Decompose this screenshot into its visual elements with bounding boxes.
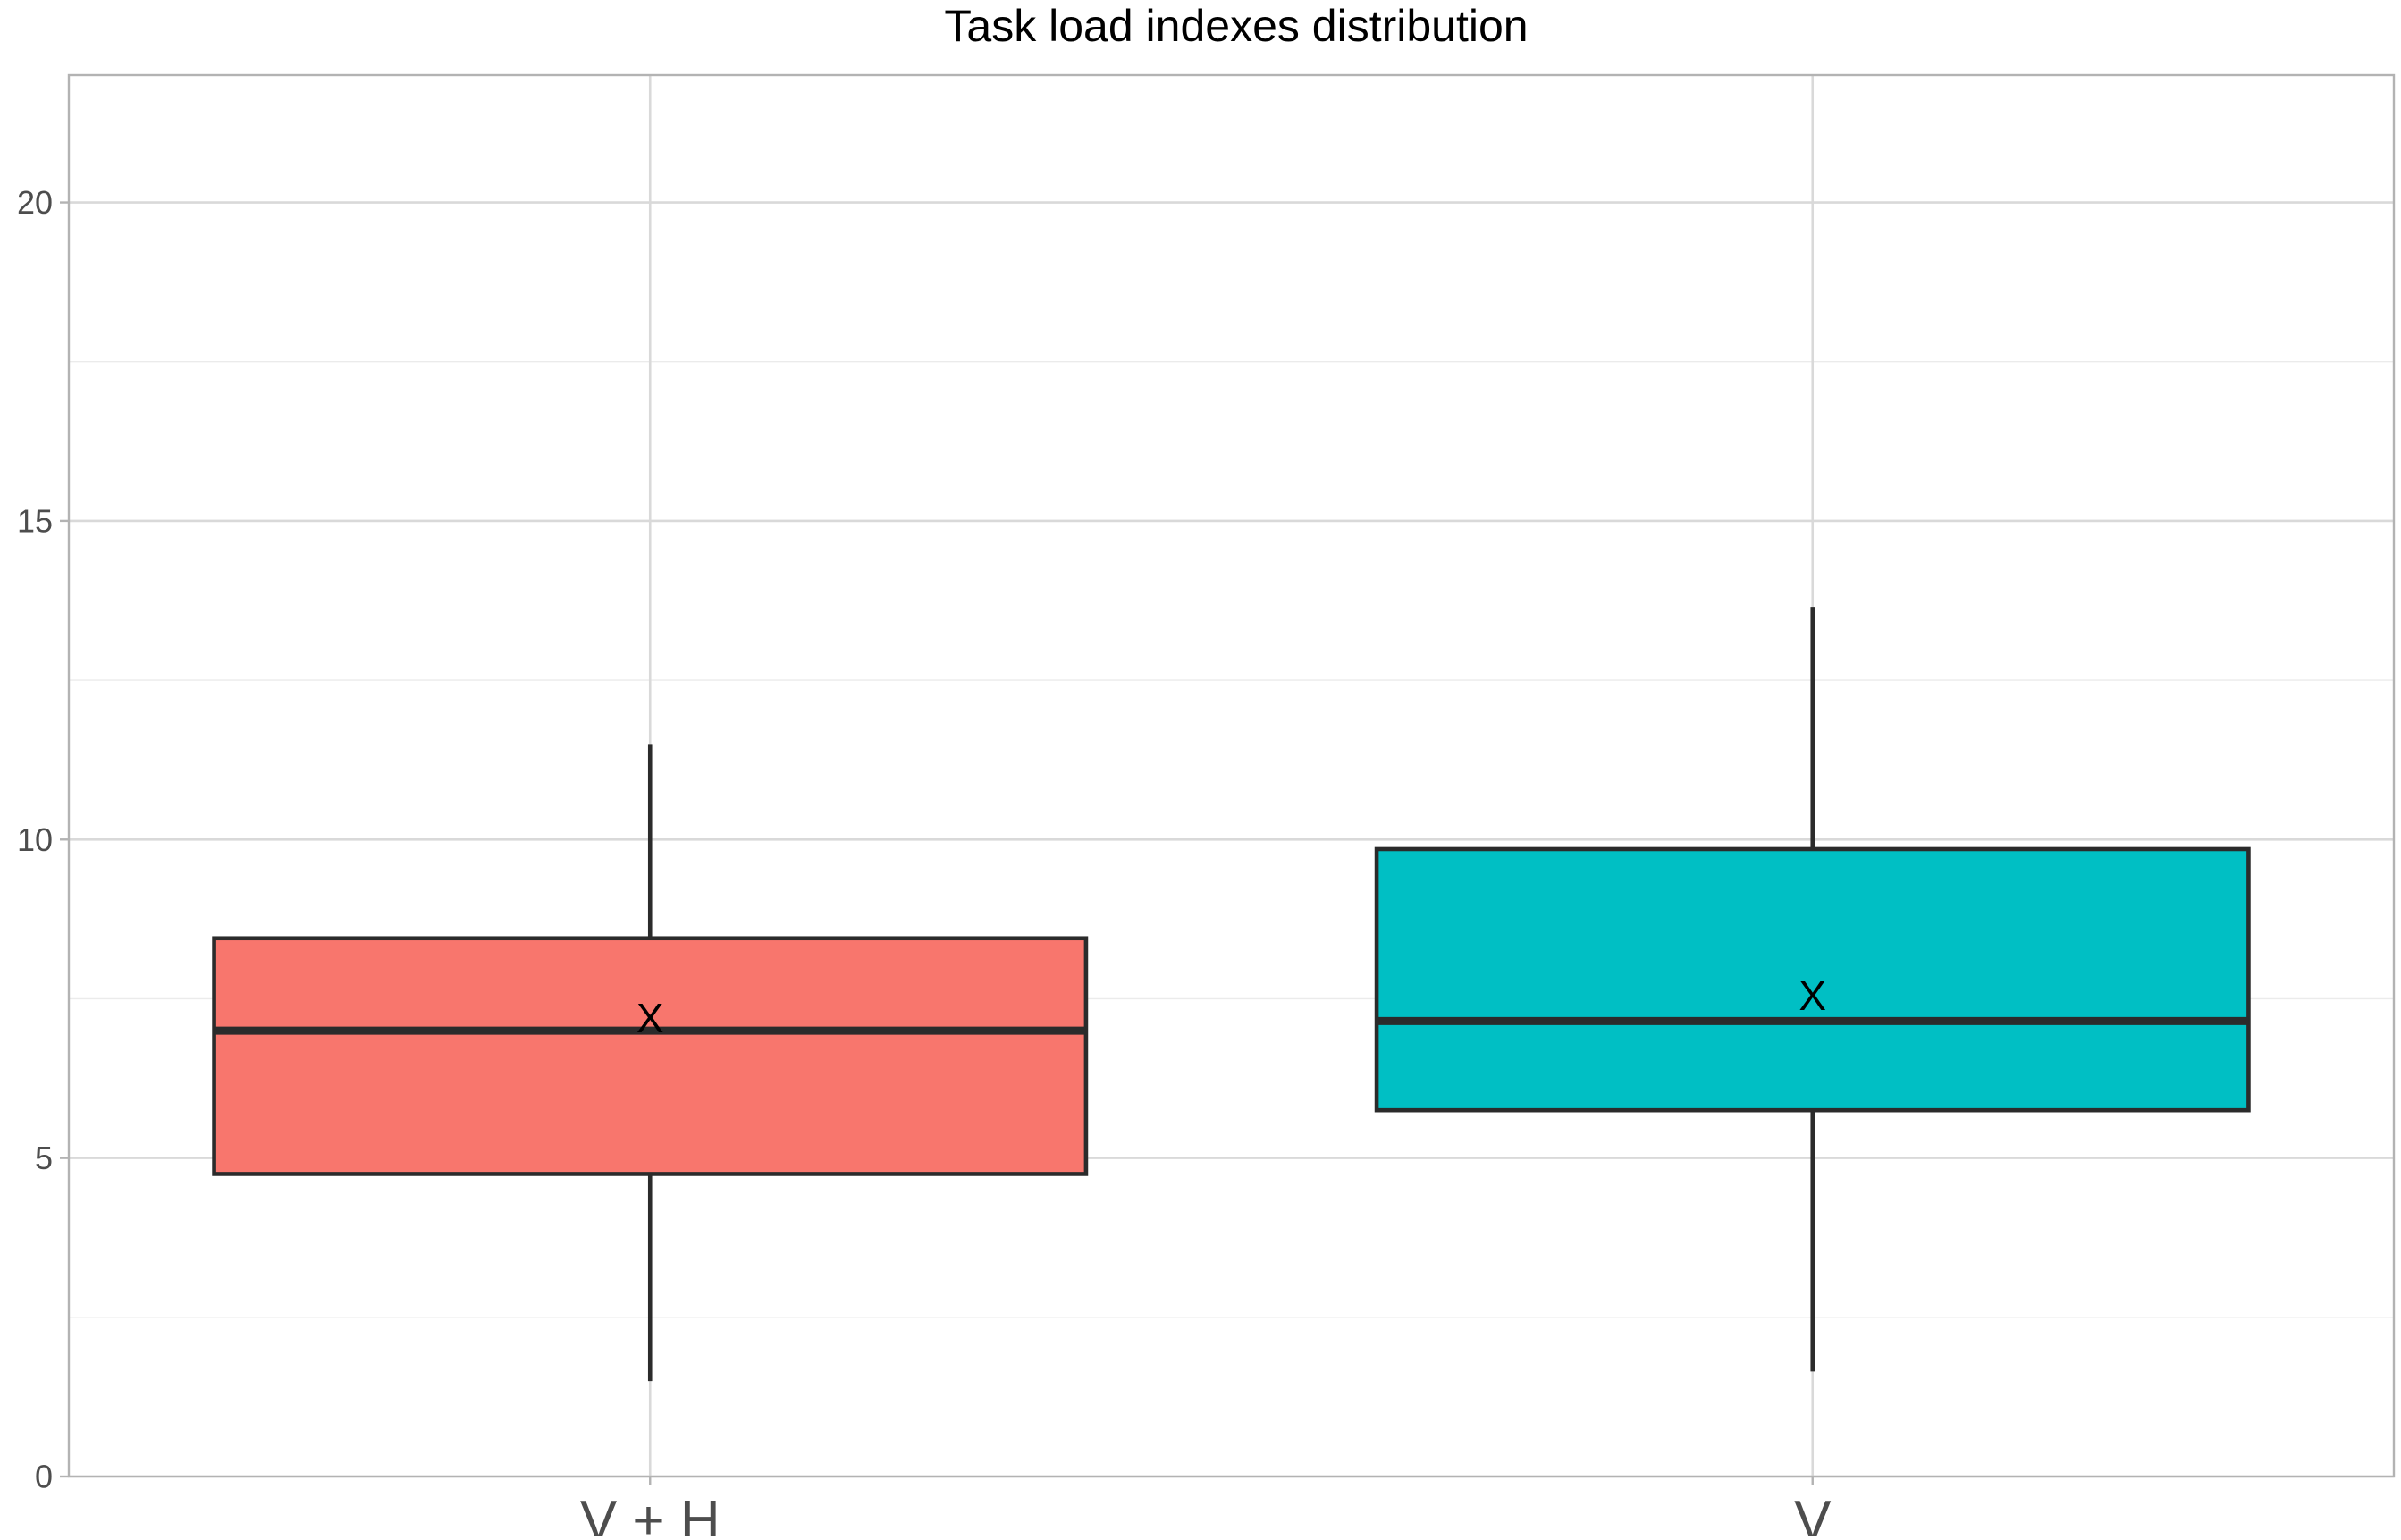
x-tick-label: V + H xyxy=(580,1490,720,1536)
y-tick-label: 0 xyxy=(35,1459,53,1495)
grid xyxy=(69,75,2394,1478)
y-tick-label: 15 xyxy=(17,502,53,539)
y-tick-label: 10 xyxy=(17,821,53,858)
x-tick-label: V xyxy=(1794,1490,1832,1536)
box-iqr xyxy=(212,936,1089,1176)
mean-marker: X xyxy=(636,995,664,1041)
mean-marker: X xyxy=(1799,972,1826,1019)
box-group: X xyxy=(1374,607,2251,1372)
y-tick-label: 5 xyxy=(35,1140,53,1176)
box-iqr xyxy=(1374,846,2251,1113)
y-tick-label: 20 xyxy=(17,184,53,221)
box-group: X xyxy=(212,744,1089,1382)
axes: 0 5 10 15 20 V + H V xyxy=(17,184,1832,1540)
panel-border xyxy=(67,73,2396,1478)
chart-title: Task load indexes distribution xyxy=(944,1,1528,51)
